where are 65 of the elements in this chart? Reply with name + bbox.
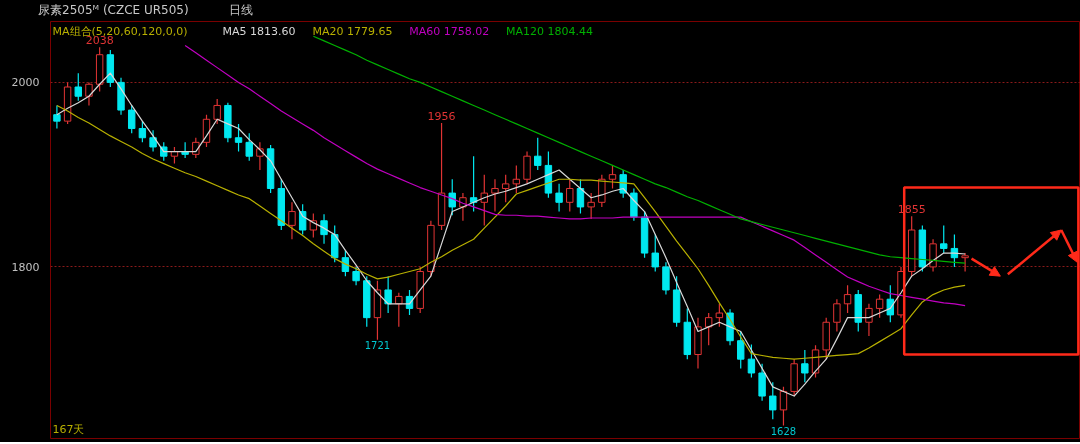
candlestick (128, 104, 136, 134)
candlestick (769, 381, 777, 420)
candlestick (651, 234, 659, 273)
candlestick (256, 141, 264, 171)
annotation: 167天 (52, 422, 85, 436)
candlestick (779, 386, 788, 427)
line-series (56, 104, 966, 360)
candlestick (662, 261, 670, 296)
candlestick (213, 98, 221, 125)
candlestick (608, 164, 617, 190)
line-series (312, 35, 966, 264)
annotation: 1721 (364, 339, 391, 351)
chart-subtitle: 日线 (228, 3, 253, 17)
candlestick (480, 174, 488, 226)
candlestick (138, 120, 147, 143)
candlestick (534, 137, 542, 171)
candlestick (737, 330, 745, 369)
text: MA60 1758.02 (409, 24, 490, 38)
candlestick (715, 303, 724, 328)
candlestick (512, 164, 521, 194)
candlestick (598, 174, 606, 208)
candlestick (704, 312, 713, 346)
candlestick (875, 293, 884, 319)
line-series (184, 44, 966, 307)
candlestick (758, 363, 766, 402)
candlestick (320, 213, 328, 245)
text: MA5 1813.60 (222, 24, 296, 38)
text: MA120 1804.44 (506, 24, 594, 38)
candlestick (149, 129, 157, 153)
candlestick (587, 192, 595, 220)
candlestick (234, 123, 243, 153)
candlestick (630, 187, 638, 222)
candlestick (555, 183, 563, 213)
candlestick (53, 104, 61, 130)
chart-title: 尿素2505ᴹ (CZCE UR505) (38, 3, 189, 17)
candlestick (747, 343, 756, 379)
annotation: 1628 (770, 425, 797, 437)
candlestick (843, 284, 852, 314)
candlestick (961, 252, 969, 273)
candlestick (491, 178, 499, 213)
annotation: 1956 (427, 109, 456, 123)
candlestick (501, 174, 510, 203)
candlestick (85, 81, 93, 107)
candlestick (523, 150, 531, 185)
candlestick (566, 178, 574, 213)
candlestick (940, 224, 948, 254)
candlestick (576, 178, 585, 214)
candlestick (929, 238, 937, 273)
candlestick (448, 178, 456, 216)
candlestick (74, 72, 82, 102)
candlestick (865, 303, 873, 337)
candlestick (245, 132, 253, 162)
candlestick (886, 284, 895, 323)
candlestick (352, 266, 360, 286)
y-tick-label: 2000 (11, 76, 40, 90)
candlestick (801, 349, 809, 383)
candlestick (298, 203, 307, 236)
candlestick (331, 224, 339, 263)
text: MA20 1779.65 (312, 24, 393, 38)
legend-title: MA组合(5,20,60,120,0,0) (52, 24, 188, 38)
y-tick-label: 1800 (11, 260, 40, 274)
candlestick (395, 292, 403, 328)
candlestick (384, 275, 392, 314)
candlestick (833, 298, 841, 333)
candlestick (288, 201, 296, 240)
